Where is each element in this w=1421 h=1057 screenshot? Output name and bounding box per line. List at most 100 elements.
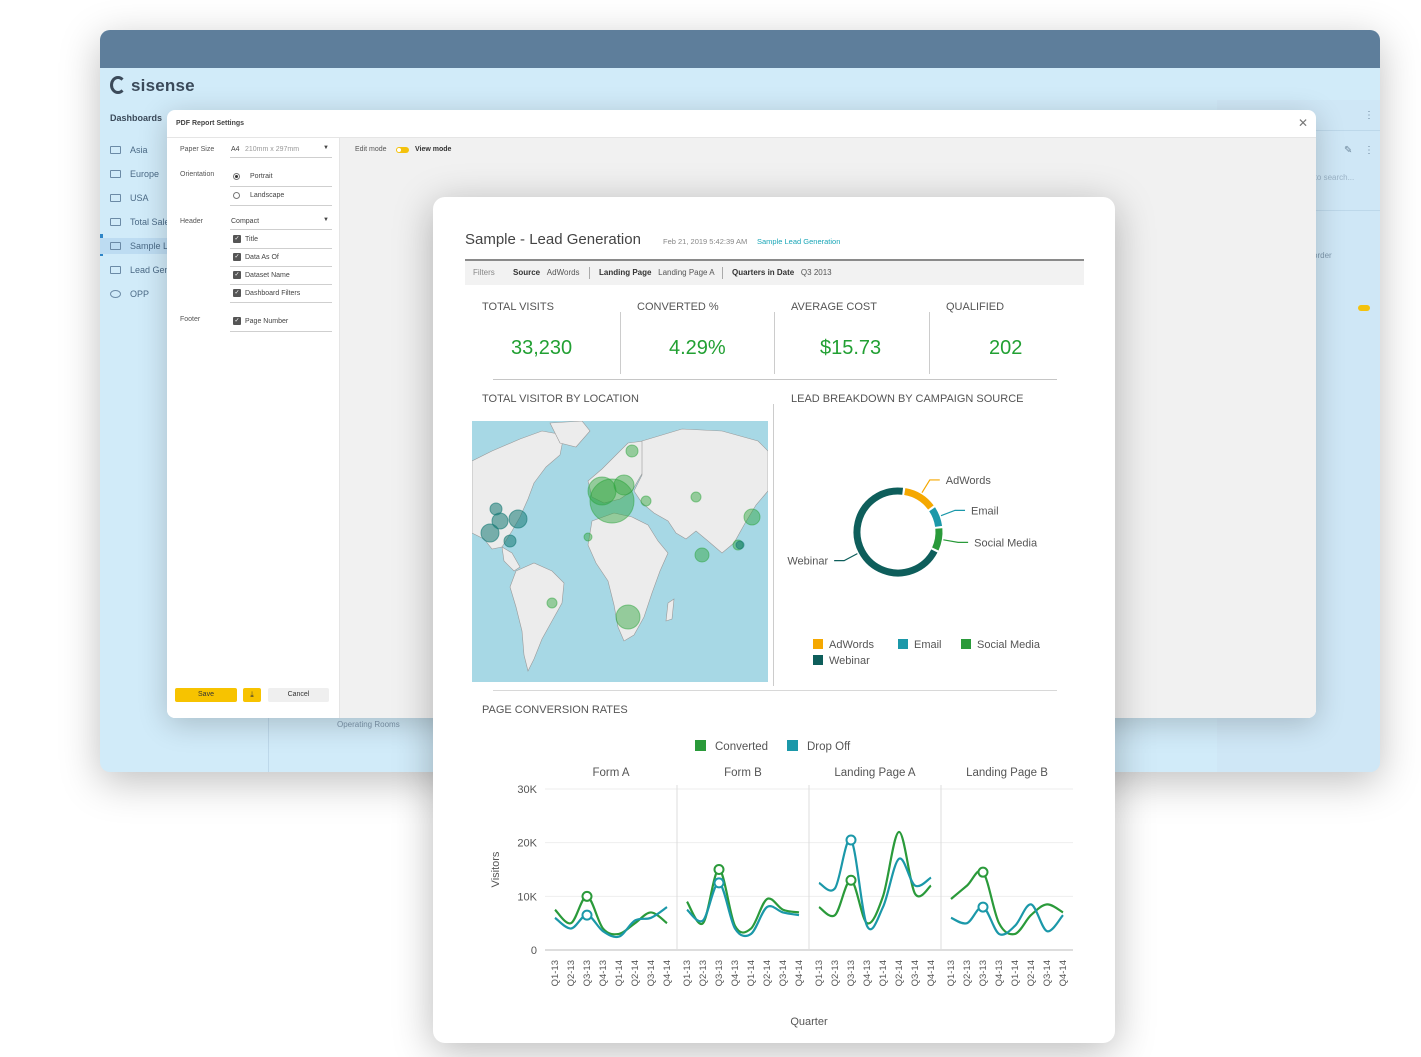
header-value: Compact bbox=[231, 218, 260, 225]
series-line-drop-off bbox=[686, 881, 800, 938]
legend-item: Email bbox=[898, 635, 942, 653]
map-bubble bbox=[587, 476, 617, 506]
nav-item-label: OPP bbox=[130, 289, 150, 299]
paper-size-value: A4 bbox=[231, 146, 240, 153]
orientation-landscape-radio[interactable]: Landscape bbox=[233, 190, 331, 202]
kpi-label: QUALIFIED bbox=[946, 301, 1005, 313]
sisense-logo-icon bbox=[110, 76, 126, 94]
kpi-label: TOTAL VISITS bbox=[482, 301, 554, 313]
highlight-point bbox=[845, 874, 857, 886]
x-tick-label: Q2-14 bbox=[630, 960, 641, 986]
portrait-label: Portrait bbox=[250, 173, 273, 180]
logo-text: sisense bbox=[131, 76, 195, 95]
header-title-checkbox[interactable]: ✓ Title bbox=[233, 234, 331, 246]
filter-landing-page[interactable]: Landing Page Landing Page A bbox=[599, 268, 715, 277]
checkbox-label: Dashboard Filters bbox=[245, 290, 301, 297]
x-tick-label: Q4-14 bbox=[926, 960, 937, 986]
orientation-portrait-radio[interactable]: Portrait bbox=[233, 171, 331, 183]
filters-label: Filters bbox=[473, 268, 495, 277]
donut-segments bbox=[853, 487, 943, 577]
nav-item-europe[interactable]: Europe bbox=[110, 166, 170, 182]
checkbox-label: Title bbox=[245, 236, 258, 243]
map-bubble bbox=[508, 509, 528, 529]
x-tick-label: Q2-14 bbox=[762, 960, 773, 986]
sisense-logo[interactable]: sisense bbox=[110, 76, 195, 96]
x-tick-label: Q3-14 bbox=[1042, 960, 1053, 986]
checkbox-label: Dataset Name bbox=[245, 272, 290, 279]
report-date: Feb 21, 2019 5:42:39 AM bbox=[663, 237, 748, 246]
close-icon[interactable]: ✕ bbox=[1298, 116, 1309, 130]
x-tick-label: Q3-14 bbox=[646, 960, 657, 986]
nav-item-total-sales[interactable]: Total Sale bbox=[110, 214, 170, 230]
highlight-point bbox=[977, 866, 989, 878]
paper-size-label: Paper Size bbox=[180, 146, 215, 153]
paper-size-select[interactable]: A4 210mm x 297mm ▼ bbox=[230, 142, 332, 158]
map-bubble bbox=[735, 540, 745, 550]
world-map[interactable] bbox=[472, 421, 768, 682]
map-bubble bbox=[546, 597, 558, 609]
edit-mode-label: Edit mode bbox=[355, 146, 387, 153]
x-axis-label: Quarter bbox=[790, 1016, 828, 1028]
checkbox-checked: ✓ bbox=[233, 253, 241, 261]
kpi-label: CONVERTED % bbox=[637, 301, 719, 313]
panel-title: Landing Page B bbox=[966, 767, 1048, 779]
field-underline bbox=[230, 331, 332, 332]
filter-value: Q3 2013 bbox=[800, 268, 832, 277]
x-tick-label: Q3-14 bbox=[910, 960, 921, 986]
footer-page-number-checkbox[interactable]: ✓ Page Number bbox=[233, 316, 331, 328]
checkbox-checked: ✓ bbox=[233, 271, 241, 279]
mode-toggle[interactable] bbox=[396, 147, 409, 153]
map-bubble bbox=[690, 491, 702, 503]
panel-title: Landing Page A bbox=[834, 767, 916, 779]
more-options-icon[interactable]: ⋮ bbox=[1364, 110, 1374, 121]
filter-value: Landing Page A bbox=[658, 268, 715, 277]
central-america-shape bbox=[501, 546, 521, 572]
app-topbar bbox=[100, 30, 1380, 68]
nav-item-usa[interactable]: USA bbox=[110, 190, 170, 206]
legend-label: Drop Off bbox=[807, 741, 851, 753]
download-button[interactable]: ⤓ bbox=[243, 688, 261, 702]
highlight-point bbox=[977, 901, 989, 913]
panel-toggle[interactable] bbox=[1358, 305, 1370, 311]
folder-icon bbox=[110, 146, 121, 154]
search-input[interactable]: g to search... bbox=[1308, 173, 1355, 182]
nav-item-sample-lead[interactable]: Sample L bbox=[100, 238, 172, 254]
x-tick-label: Q1-13 bbox=[550, 960, 561, 986]
header-dashboard-filters-checkbox[interactable]: ✓ Dashboard Filters bbox=[233, 288, 331, 300]
dataset-link[interactable]: Sample Lead Generation bbox=[757, 237, 841, 246]
legend-swatch bbox=[813, 639, 823, 649]
panel-title: Form A bbox=[592, 767, 629, 779]
header-dataset-name-checkbox[interactable]: ✓ Dataset Name bbox=[233, 270, 331, 282]
filter-name: Landing Page bbox=[599, 268, 652, 277]
report-preview-page: Sample - Lead Generation Feb 21, 2019 5:… bbox=[433, 197, 1115, 1043]
donut-leader-line bbox=[943, 539, 969, 543]
edit-pencil-icon[interactable]: ✎ bbox=[1344, 145, 1353, 156]
header-select[interactable]: Compact ▼ bbox=[230, 214, 332, 230]
series-line-converted bbox=[686, 868, 800, 934]
header-data-as-of-checkbox[interactable]: ✓ Data As Of bbox=[233, 252, 331, 264]
chevron-down-icon: ▼ bbox=[323, 145, 329, 151]
x-tick-label: Q1-14 bbox=[614, 960, 625, 986]
highlight-point bbox=[581, 890, 593, 902]
map-bubble bbox=[625, 444, 639, 458]
nav-item-label: Sample L bbox=[130, 241, 169, 251]
widget-title-operating-rooms: Operating Rooms bbox=[337, 720, 400, 729]
x-tick-label: Q1-14 bbox=[878, 960, 889, 986]
y-tick-label: 30K bbox=[517, 784, 537, 796]
donut-slice-social-media bbox=[932, 528, 943, 551]
filter-quarters[interactable]: Quarters in Date Q3 2013 bbox=[732, 268, 832, 277]
nav-item-asia[interactable]: Asia bbox=[110, 142, 170, 158]
checkbox-label: Data As Of bbox=[245, 254, 279, 261]
legend-item: Webinar bbox=[813, 651, 870, 669]
nav-item-opp[interactable]: OPP bbox=[110, 286, 170, 302]
x-tick-label: Q1-13 bbox=[946, 960, 957, 986]
filter-source[interactable]: Source AdWords bbox=[513, 268, 580, 277]
folder-icon bbox=[110, 194, 121, 202]
more-options-icon[interactable]: ⋮ bbox=[1364, 145, 1374, 156]
checkbox-checked: ✓ bbox=[233, 235, 241, 243]
background-divider bbox=[268, 718, 269, 772]
checkbox-checked: ✓ bbox=[233, 289, 241, 297]
save-button[interactable]: Save bbox=[175, 688, 237, 702]
cancel-button[interactable]: Cancel bbox=[268, 688, 329, 702]
nav-item-lead-gen[interactable]: Lead Gen bbox=[110, 262, 170, 278]
